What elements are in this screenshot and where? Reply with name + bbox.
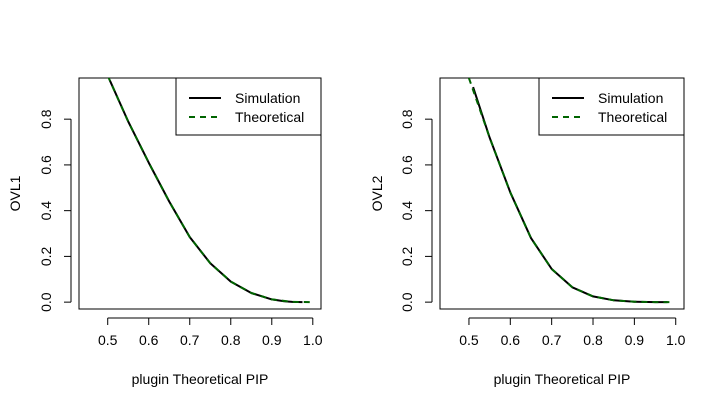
y-tick-label: 0.2 (38, 246, 54, 266)
chart-panel-2: 0.5 0.6 0.7 0.8 0.9 1.0 0.0 0.2 0.4 0.6 0.8 plugin … (369, 77, 686, 387)
y-tick-label: 0.4 (38, 201, 54, 221)
x-tick-label: 0.8 (221, 332, 241, 348)
legend-label-theoretical: Theoretical (235, 109, 304, 125)
x-tick-label: 0.9 (262, 332, 282, 348)
x-tick-label: 0.6 (501, 332, 521, 348)
y-axis-label: OVL1 (7, 175, 23, 211)
legend-label-simulation: Simulation (598, 90, 663, 106)
y-tick-label: 0.2 (399, 246, 415, 266)
chart-panel-1: 0.5 0.6 0.7 0.8 0.9 1.0 0.0 0.2 0.4 0.6 0.8 plugin … (7, 77, 323, 387)
x-axis-label: plugin Theoretical PIP (132, 371, 269, 387)
y-tick-label: 0.8 (399, 109, 415, 129)
x-tick-label: 1.0 (303, 332, 323, 348)
y-tick-label: 0.6 (38, 155, 54, 175)
legend-label-theoretical: Theoretical (598, 109, 667, 125)
y-tick-label: 0.6 (399, 155, 415, 175)
y-tick-label: 0.0 (38, 292, 54, 312)
legend-box (175, 77, 322, 136)
x-tick-label: 0.9 (625, 332, 645, 348)
x-tick-label: 0.7 (180, 332, 200, 348)
y-tick-label: 0.4 (399, 201, 415, 221)
x-tick-label: 0.7 (542, 332, 562, 348)
y-tick-label: 0.0 (399, 292, 415, 312)
x-tick-label: 1.0 (666, 332, 686, 348)
series-line-theoretical (107, 78, 313, 304)
x-tick-label: 0.5 (98, 332, 118, 348)
legend: Simulation Theoretical (175, 77, 322, 136)
legend-label-simulation: Simulation (235, 90, 300, 106)
legend-box (538, 77, 685, 136)
y-tick-label: 0.8 (38, 109, 54, 129)
series-line-theoretical (467, 78, 672, 304)
y-axis-label: OVL2 (369, 175, 385, 211)
legend: Simulation Theoretical (538, 77, 685, 136)
x-tick-label: 0.5 (459, 332, 479, 348)
x-tick-label: 0.8 (583, 332, 603, 348)
x-tick-label: 0.6 (139, 332, 159, 348)
x-axis-label: plugin Theoretical PIP (494, 371, 631, 387)
